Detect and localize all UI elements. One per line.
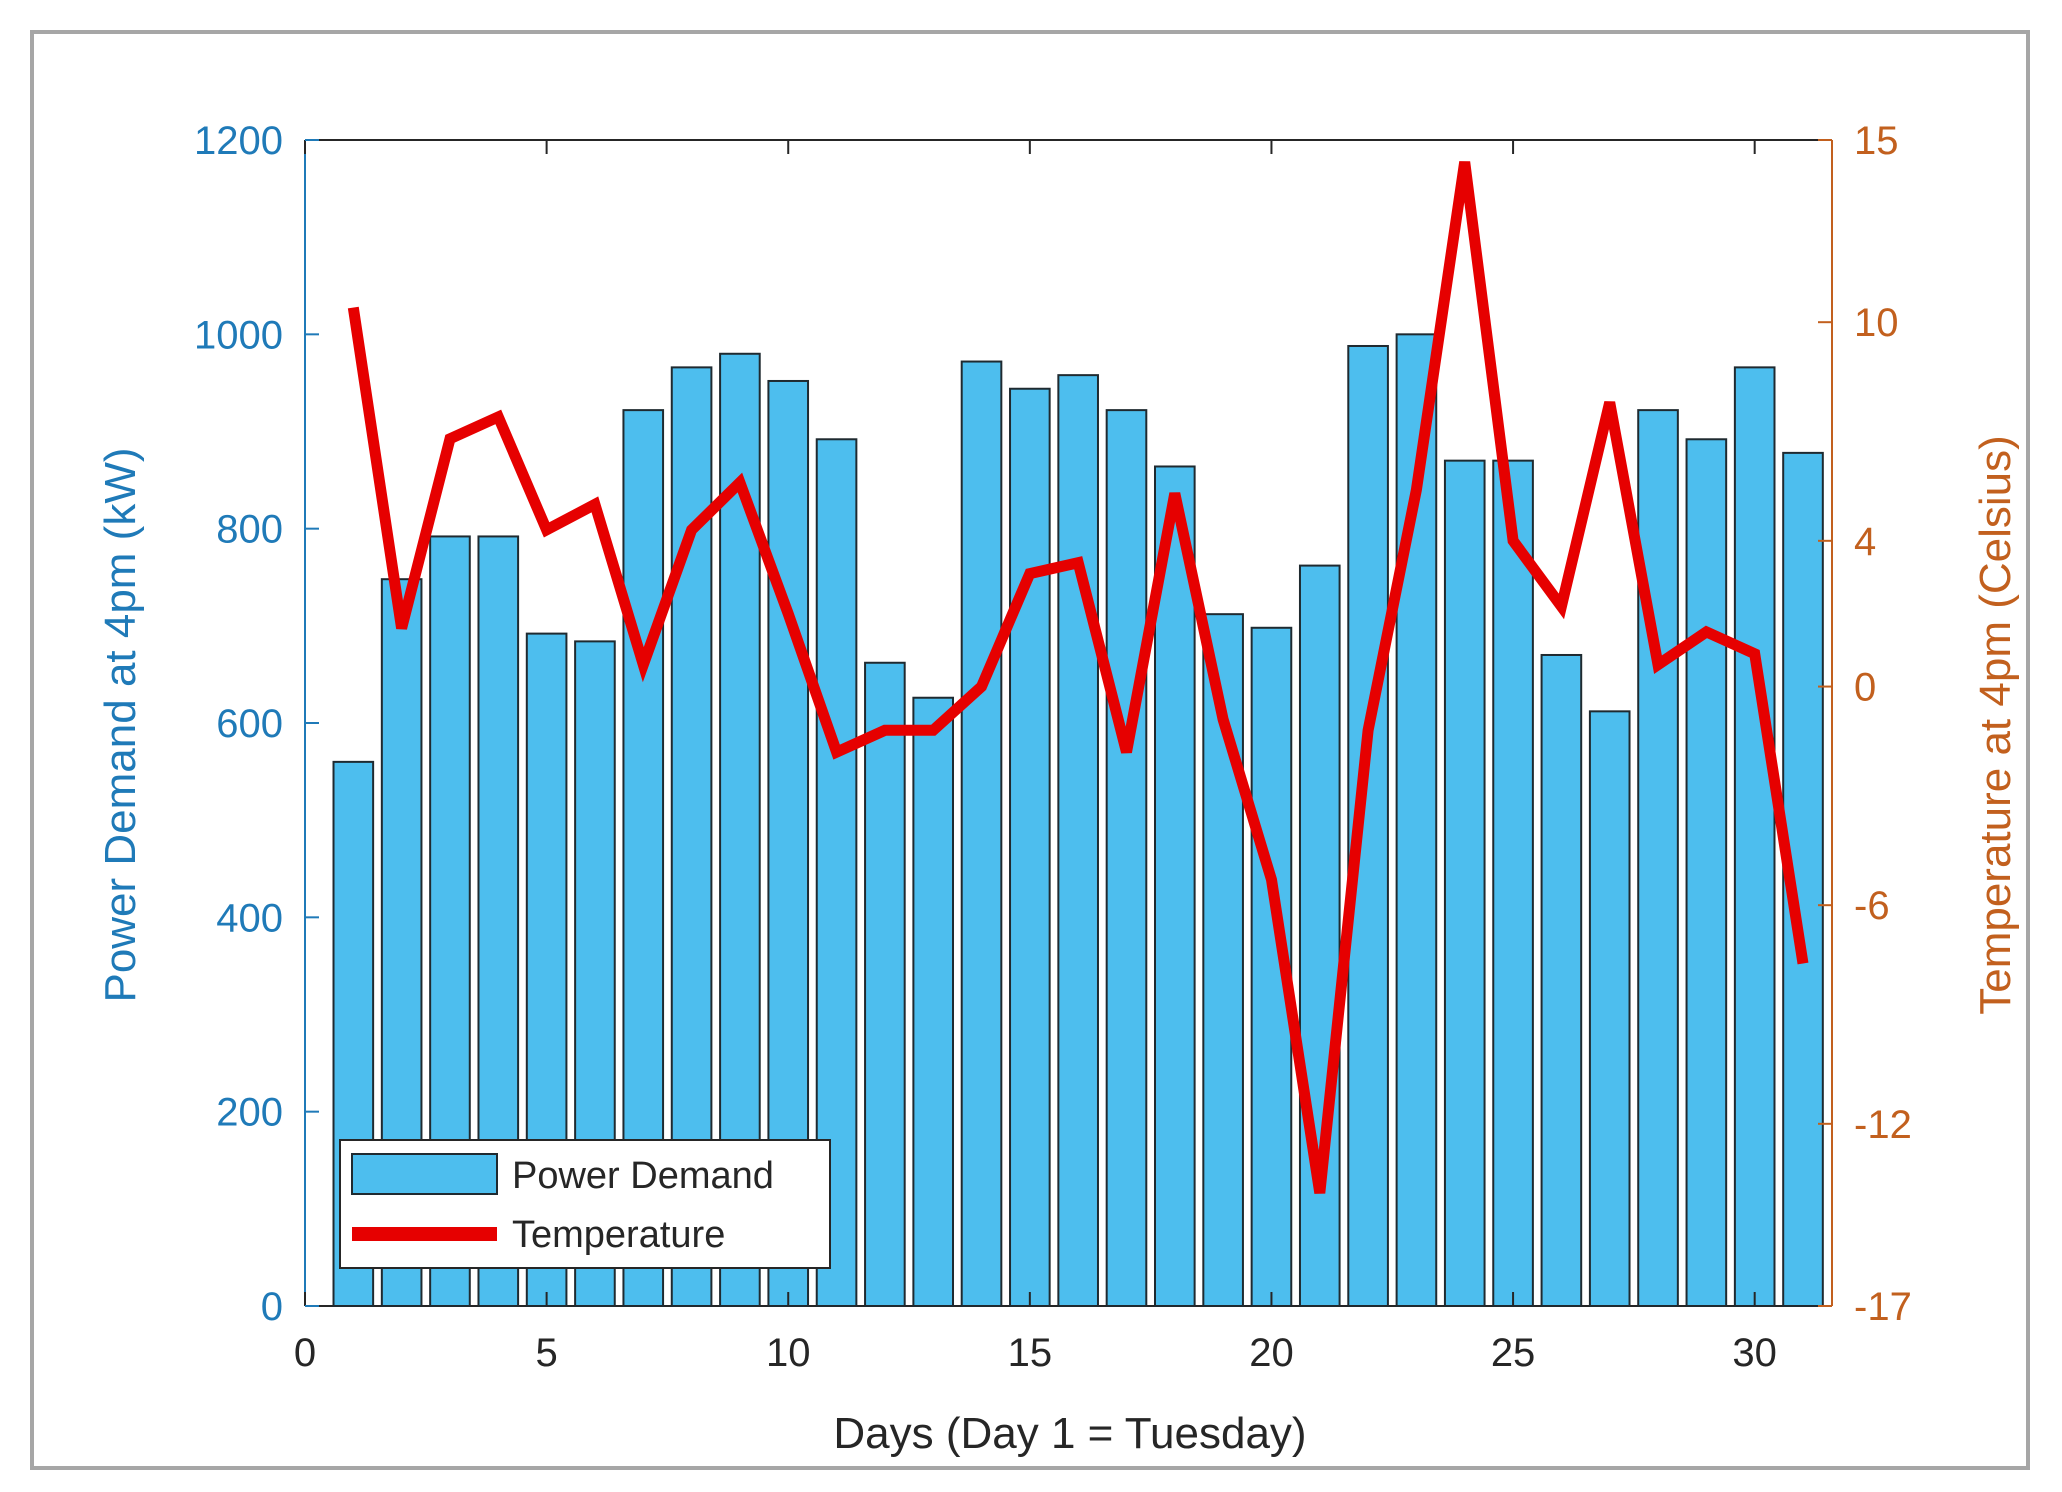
x-tick-label: 10 — [766, 1331, 811, 1375]
bar-day-29 — [1685, 438, 1728, 1308]
bar-day-30 — [1733, 366, 1776, 1307]
y-right-tick-label: 0 — [1854, 666, 1876, 710]
y-axis-right: -17 -12 -6 0 4 10 15 — [1818, 119, 1912, 1329]
x-axis: 0 5 10 15 20 25 30 — [294, 140, 1777, 1375]
bar-day-28 — [1637, 409, 1679, 1307]
legend-swatch-power-demand — [351, 1153, 498, 1195]
bar-day-22 — [1347, 344, 1389, 1307]
bar-day-14 — [960, 360, 1003, 1308]
bar-day-18 — [1153, 465, 1196, 1308]
line-series-temperature — [347, 161, 1809, 1194]
y-axis-right-title: Temperature at 4pm (Celsius) — [1971, 435, 2020, 1015]
bar-day-24 — [1443, 459, 1486, 1307]
bar-day-16 — [1057, 374, 1099, 1308]
bar-day-27 — [1588, 710, 1631, 1307]
x-tick-label: 30 — [1732, 1331, 1777, 1375]
y-axis-left: 0 200 400 600 800 1000 1200 — [194, 119, 319, 1329]
legend-label-temperature: Temperature — [512, 1214, 725, 1256]
y-left-tick-label: 1000 — [194, 313, 283, 357]
bar-day-17 — [1105, 409, 1148, 1307]
x-axis-title: Days (Day 1 = Tuesday) — [833, 1409, 1306, 1458]
x-tick-label: 15 — [1008, 1331, 1053, 1375]
bar-day-31 — [1782, 451, 1824, 1308]
legend: Power Demand Temperature — [339, 1139, 831, 1269]
bar-day-13 — [912, 696, 955, 1307]
bar-series-power-demand — [332, 333, 1824, 1308]
y-left-tick-label: 800 — [216, 508, 283, 552]
y-right-tick-label: 15 — [1854, 119, 1899, 163]
y-left-tick-label: 0 — [261, 1285, 283, 1329]
y-left-tick-label: 200 — [216, 1091, 283, 1135]
y-axis-left-title: Power Demand at 4pm (kW) — [96, 447, 145, 1002]
y-right-tick-label: 4 — [1854, 520, 1876, 564]
bar-day-25 — [1492, 459, 1534, 1307]
x-tick-label: 20 — [1249, 1331, 1294, 1375]
bar-day-21 — [1298, 564, 1341, 1307]
y-right-tick-label: -6 — [1854, 884, 1890, 928]
bar-day-26 — [1540, 653, 1583, 1307]
y-left-tick-label: 400 — [216, 896, 283, 940]
x-tick-label: 0 — [294, 1331, 316, 1375]
y-left-tick-label: 1200 — [194, 119, 283, 163]
x-tick-label: 5 — [535, 1331, 557, 1375]
y-right-tick-label: -12 — [1854, 1103, 1912, 1147]
y-left-tick-label: 600 — [216, 702, 283, 746]
x-tick-label: 25 — [1491, 1331, 1536, 1375]
legend-label-power-demand: Power Demand — [512, 1155, 774, 1197]
bar-day-12 — [864, 661, 906, 1307]
y-right-tick-label: -17 — [1854, 1285, 1912, 1329]
bar-day-15 — [1009, 387, 1051, 1308]
y-right-tick-label: 10 — [1854, 301, 1899, 345]
